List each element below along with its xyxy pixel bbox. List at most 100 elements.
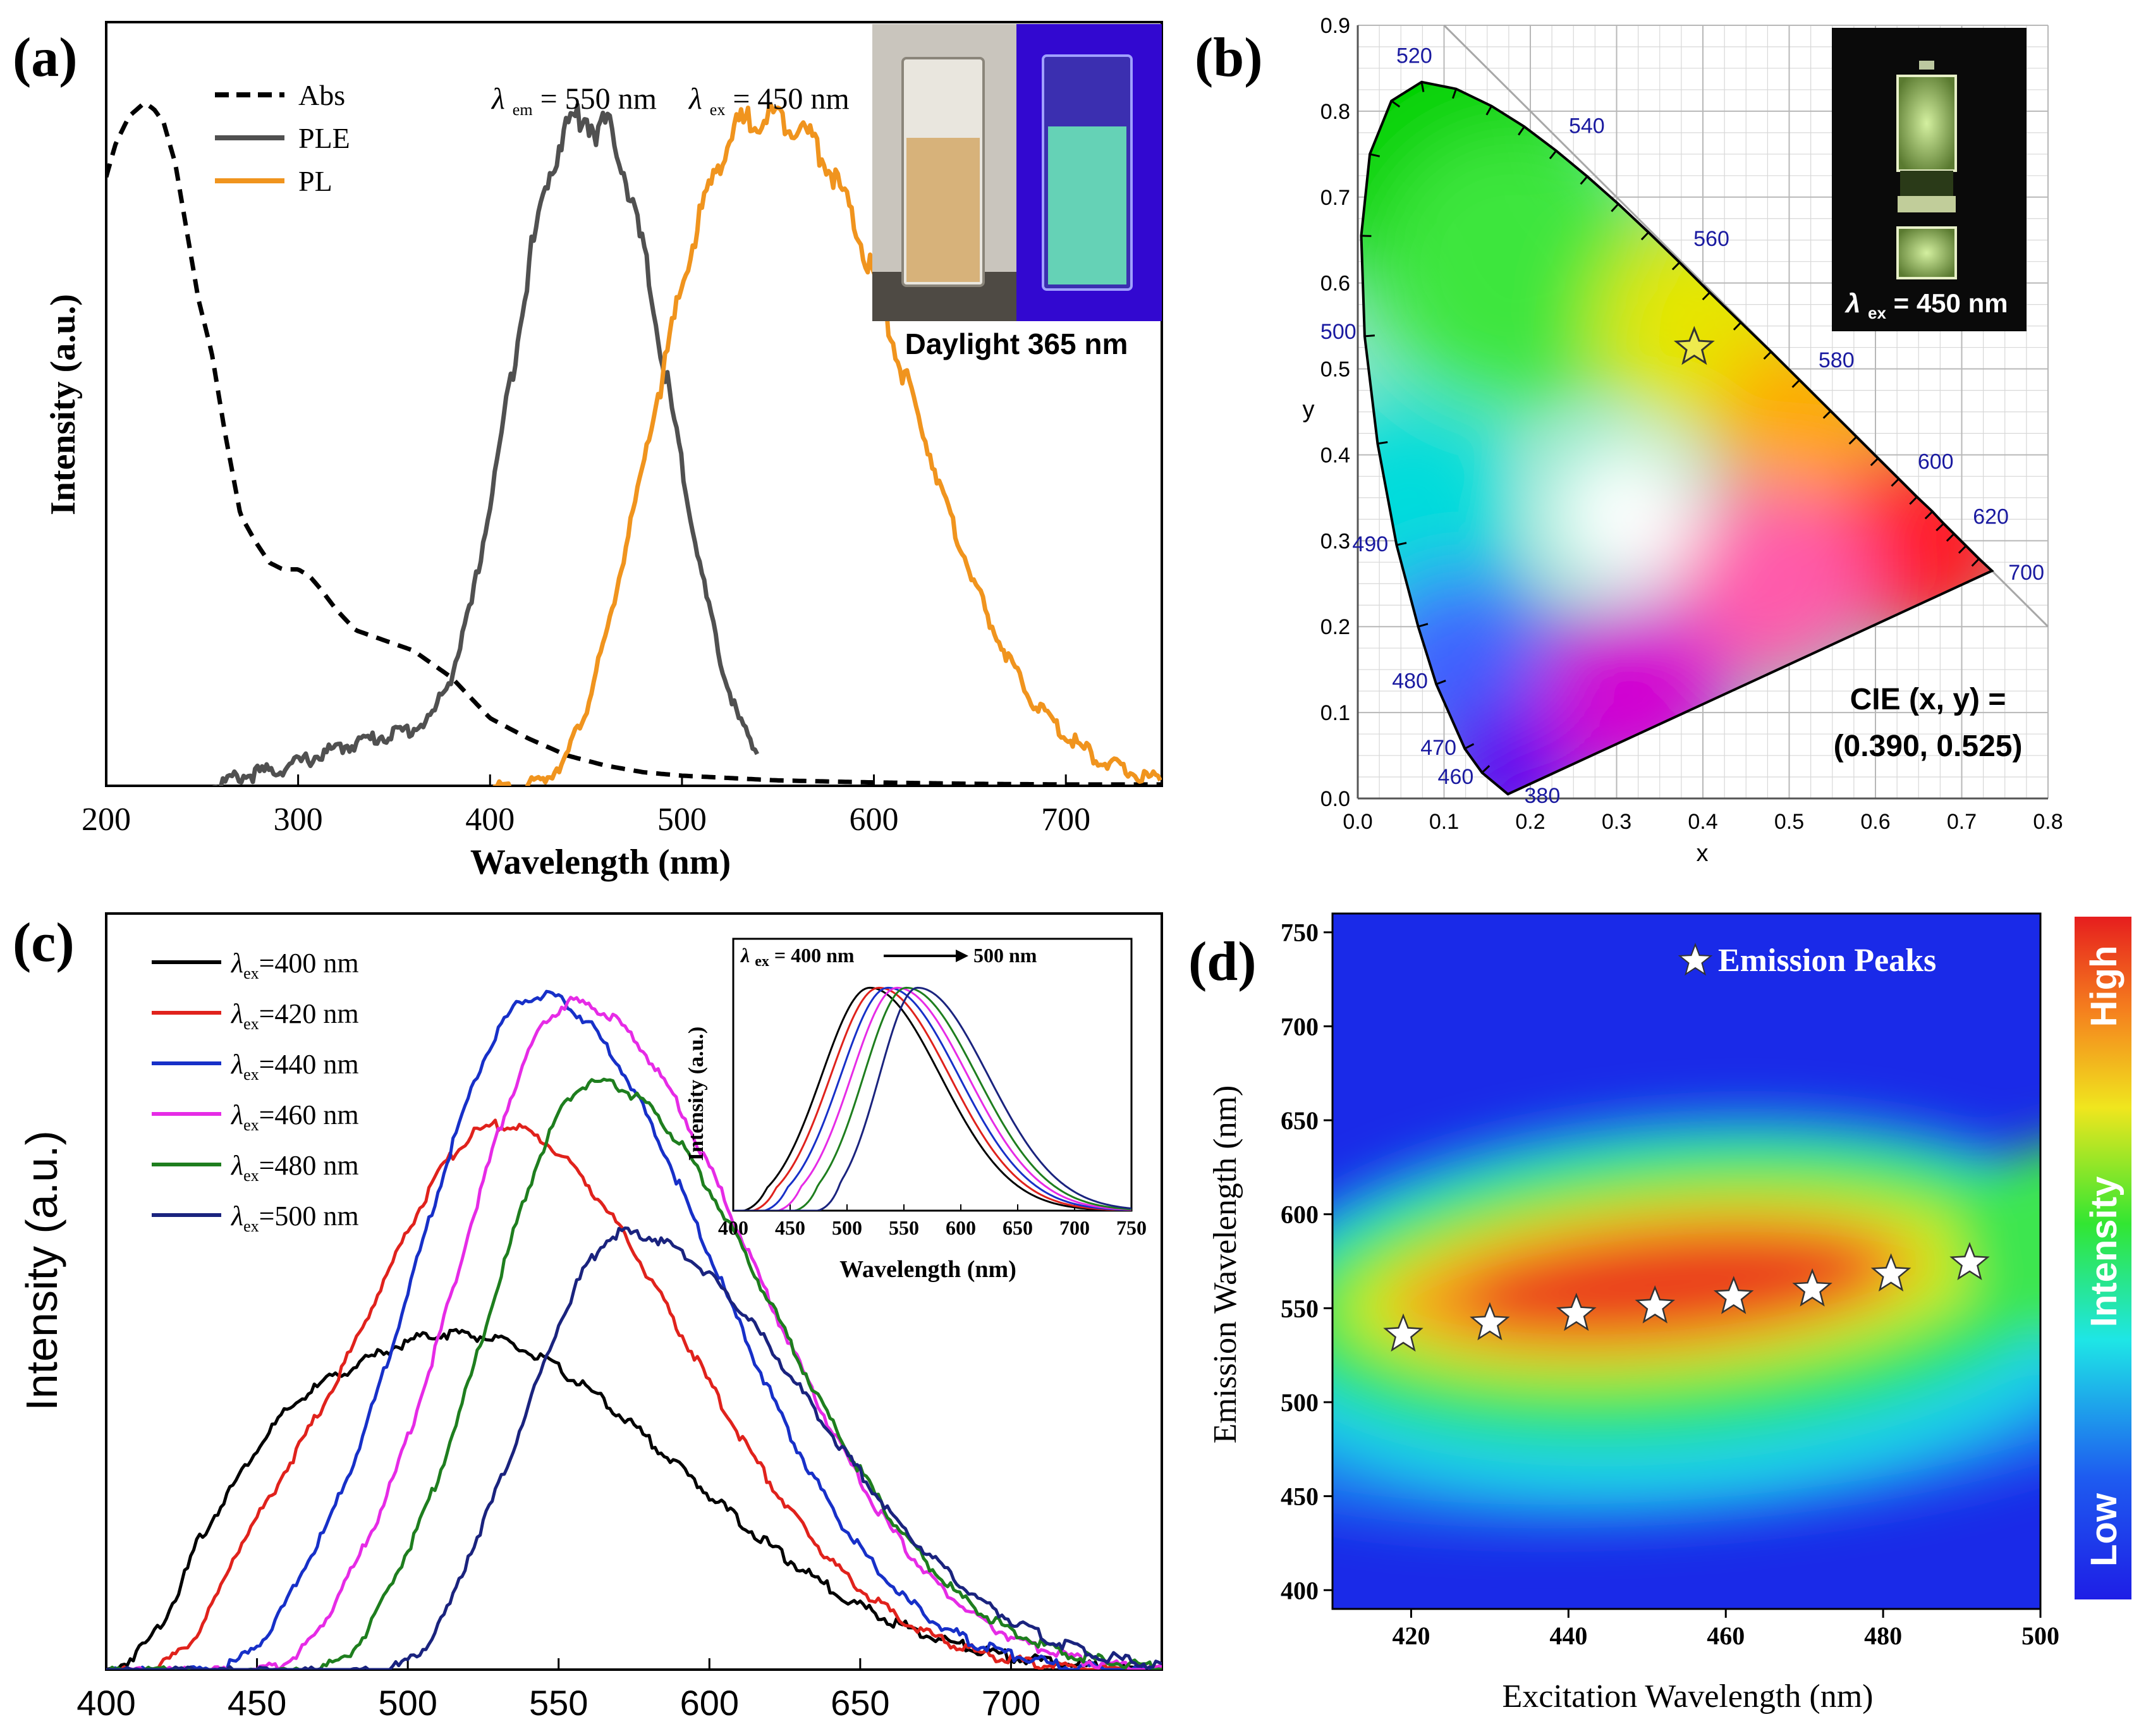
- x-tick-label: 600: [680, 1683, 739, 1723]
- panel-a-label: (a): [13, 27, 78, 89]
- x-tick-label: 700: [1041, 802, 1090, 838]
- locus-tick: [1418, 623, 1429, 628]
- locus-tick: [1464, 743, 1475, 750]
- locus-tick: [1971, 558, 1980, 567]
- legend-symbol: λ: [230, 948, 243, 979]
- x-tick-label: 0.4: [1688, 810, 1717, 834]
- x-tick-label: 550: [529, 1683, 588, 1723]
- legend-value: =400 nm: [259, 948, 359, 979]
- legend-value: =440 nm: [259, 1049, 359, 1080]
- y-tick-label: 0.5: [1320, 358, 1350, 382]
- legend-value: =420 nm: [259, 998, 359, 1029]
- inset-x-tick-label: 700: [1059, 1216, 1090, 1239]
- panel-c-x-axis: 400 450 500 550 600 650 700: [76, 1658, 1040, 1723]
- x-tick-label: 0.7: [1947, 810, 1977, 834]
- locus-label: 620: [1973, 504, 2009, 529]
- y-tick-label: 650: [1281, 1106, 1319, 1135]
- locus-label: 600: [1918, 449, 1954, 474]
- y-tick-label: 0.1: [1320, 701, 1350, 725]
- series-ex-500: [106, 1226, 1162, 1670]
- locus-tick: [1549, 150, 1558, 159]
- locus-label: 520: [1396, 44, 1432, 68]
- emission-peak-star: [1383, 1313, 1424, 1352]
- locus-tick: [1909, 496, 1918, 505]
- panel-a: (a) 200 300 400 500 600 700 Wavelength (nm) I…: [13, 21, 1163, 882]
- panel-d-x-label: Excitation Wavelength (nm): [1503, 1678, 1874, 1715]
- series-ple: [212, 102, 760, 786]
- colorbar-high: High: [2083, 946, 2125, 1027]
- y-tick-label: 750: [1281, 919, 1319, 947]
- emission-peak-star: [1870, 1253, 1911, 1292]
- inset-series: [733, 986, 1131, 1211]
- locus-label: 560: [1693, 227, 1729, 251]
- panel-b-inset-photo: λ ex = 450 nm: [1832, 28, 2027, 331]
- x-tick-label: 500: [2021, 1622, 2059, 1650]
- x-tick-label: 460: [1707, 1622, 1745, 1650]
- legend-emission-peaks: Emission Peaks: [1718, 943, 1936, 979]
- locus-tick: [1369, 153, 1381, 157]
- y-tick-label: 600: [1281, 1201, 1319, 1229]
- locus-tick: [1763, 351, 1772, 360]
- x-tick-label: 200: [82, 802, 131, 838]
- panel-d: (d) 420 440 460 480 500 400 450 500 550 600 650 700…: [1188, 912, 2131, 1715]
- inset-c-arrowhead: [956, 950, 968, 962]
- locus-tick: [1702, 291, 1710, 301]
- inset-x-tick-label: 650: [1003, 1216, 1033, 1239]
- cie-point-star: [1673, 326, 1715, 365]
- series-abs: [106, 101, 1161, 786]
- locus-label: 580: [1819, 348, 1855, 372]
- inset-series: [733, 986, 1131, 1211]
- legend-entry: λex=480 nm: [230, 1150, 359, 1185]
- annotation-em-symbol: λ: [491, 82, 505, 116]
- locus-tick: [1733, 322, 1742, 331]
- legend-entry: λex=500 nm: [230, 1201, 359, 1235]
- inset-c-title-text: = 400 nm: [774, 944, 855, 967]
- y-tick-label: 700: [1281, 1012, 1319, 1041]
- x-tick-label: 300: [274, 802, 323, 838]
- locus-tick: [1936, 523, 1944, 532]
- annotation-em-text: = 550 nm: [540, 82, 657, 116]
- panel-c-label: (c): [13, 912, 75, 974]
- legend-symbol: λ: [230, 1201, 243, 1232]
- annotation-em-sub: em: [513, 101, 533, 119]
- inset-x-tick-label: 400: [718, 1216, 748, 1239]
- panel-a-inset-photo: Daylight 365 nm: [872, 24, 1162, 360]
- locus-label: 380: [1525, 784, 1561, 808]
- x-tick-label: 500: [657, 802, 707, 838]
- colorbar: [2075, 917, 2131, 1599]
- inset-c-x-axis: 400 450 500 550 600 650 700 750: [718, 1204, 1147, 1239]
- legend-abs: Abs: [298, 79, 345, 111]
- legend-ple: PLE: [298, 122, 350, 154]
- locus-tick: [1891, 478, 1899, 487]
- y-tick-label: 400: [1281, 1576, 1319, 1605]
- locus-tick: [1671, 262, 1681, 271]
- emission-peak-star: [1470, 1302, 1510, 1341]
- inset-b-sub: ex: [1868, 303, 1886, 322]
- legend-star-icon: [1678, 943, 1713, 976]
- x-tick-label: 0.6: [1860, 810, 1890, 834]
- spectral-locus: [1360, 80, 1994, 796]
- legend-value: =460 nm: [259, 1099, 359, 1130]
- annotation-ex-sub: ex: [710, 101, 726, 119]
- panel-c-inset: 400 450 500 550 600 650 700 750 λ ex = 400 nm 5…: [685, 938, 1147, 1283]
- inset-x-tick-label: 450: [775, 1216, 805, 1239]
- legend-sub: ex: [243, 1116, 259, 1134]
- legend-symbol: λ: [230, 1099, 243, 1130]
- inset-c-title-symbol: λ: [740, 944, 750, 967]
- panel-c-y-label: Intensity (a.u.): [17, 1130, 66, 1411]
- cie-value: (0.390, 0.525): [1834, 730, 2023, 763]
- locus-tick: [1791, 379, 1800, 388]
- locus-tick: [1870, 457, 1879, 467]
- panel-c-plot-area: [106, 989, 1162, 1670]
- panel-d-legend: Emission Peaks: [1678, 943, 1936, 979]
- y-tick-label: 0.2: [1320, 615, 1350, 639]
- legend-symbol: λ: [230, 1150, 243, 1181]
- x-tick-label: 0.5: [1774, 810, 1804, 834]
- panel-d-label: (d): [1188, 931, 1257, 993]
- x-tick-label: 450: [228, 1683, 286, 1723]
- locus-label: 480: [1392, 669, 1428, 693]
- locus-tick: [1611, 203, 1619, 212]
- locus-tick: [1946, 533, 1955, 542]
